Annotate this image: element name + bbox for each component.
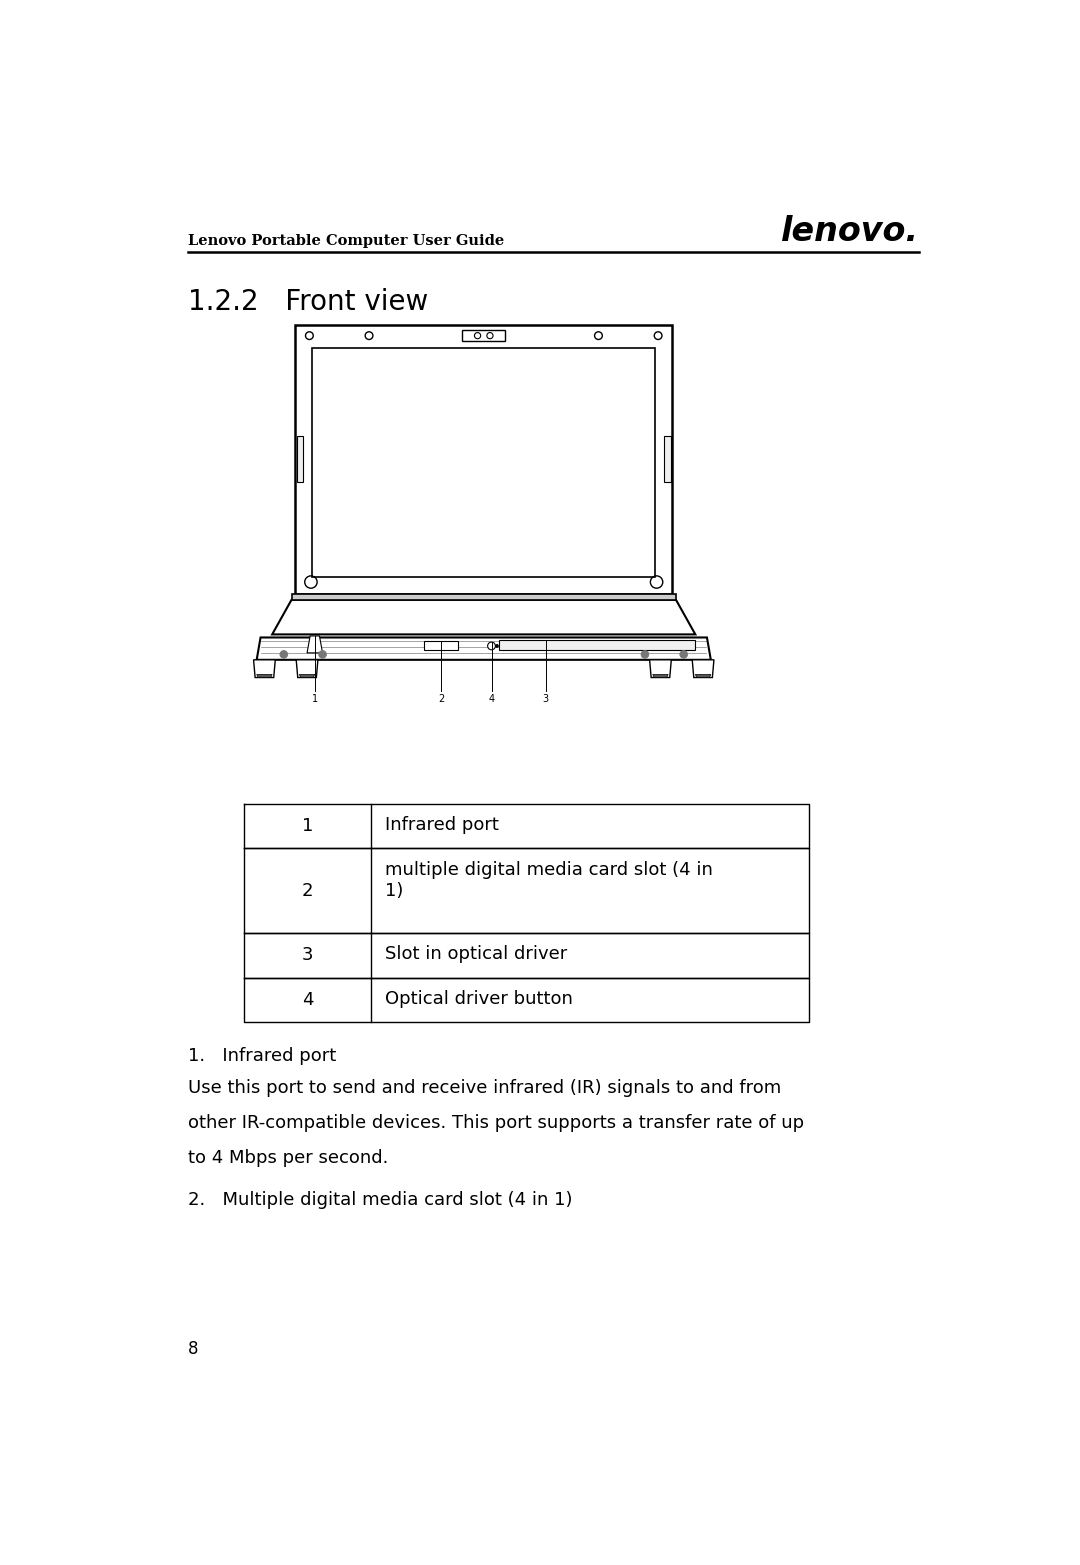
Polygon shape	[312, 347, 656, 576]
Polygon shape	[299, 675, 314, 678]
Polygon shape	[257, 637, 711, 660]
Polygon shape	[652, 675, 669, 678]
Text: 3: 3	[301, 947, 313, 964]
Text: other IR-compatible devices. This port supports a transfer rate of up: other IR-compatible devices. This port s…	[188, 1114, 804, 1131]
Text: 2.   Multiple digital media card slot (4 in 1): 2. Multiple digital media card slot (4 i…	[188, 1191, 572, 1210]
Polygon shape	[296, 660, 318, 678]
Polygon shape	[664, 435, 671, 482]
Circle shape	[679, 651, 688, 659]
Text: Slot in optical driver: Slot in optical driver	[386, 945, 568, 964]
Circle shape	[488, 642, 496, 649]
Circle shape	[319, 651, 326, 659]
Text: multiple digital media card slot (4 in
1): multiple digital media card slot (4 in 1…	[386, 861, 713, 900]
Text: 8: 8	[188, 1340, 199, 1358]
Polygon shape	[296, 326, 672, 593]
Polygon shape	[257, 675, 272, 678]
Polygon shape	[292, 593, 676, 599]
Text: 1.   Infrared port: 1. Infrared port	[188, 1047, 336, 1066]
Text: 4: 4	[301, 991, 313, 1009]
Text: 3: 3	[542, 695, 549, 704]
Polygon shape	[254, 660, 275, 678]
Polygon shape	[272, 599, 696, 634]
Polygon shape	[297, 435, 303, 482]
Text: Lenovo Portable Computer User Guide: Lenovo Portable Computer User Guide	[188, 233, 504, 247]
Text: lenovo.: lenovo.	[781, 214, 919, 247]
Polygon shape	[462, 330, 505, 341]
Polygon shape	[424, 640, 458, 649]
Text: to 4 Mbps per second.: to 4 Mbps per second.	[188, 1149, 388, 1167]
Circle shape	[280, 651, 287, 659]
Polygon shape	[499, 640, 696, 649]
Text: 2: 2	[438, 695, 444, 704]
Text: Infrared port: Infrared port	[386, 815, 499, 834]
Polygon shape	[307, 635, 323, 653]
Text: Optical driver button: Optical driver button	[386, 991, 573, 1008]
Text: 1: 1	[301, 817, 313, 836]
Text: Use this port to send and receive infrared (IR) signals to and from: Use this port to send and receive infrar…	[188, 1080, 781, 1097]
Polygon shape	[692, 660, 714, 678]
Polygon shape	[696, 675, 711, 678]
Text: 1.2.2   Front view: 1.2.2 Front view	[188, 288, 428, 316]
Text: 4: 4	[488, 695, 495, 704]
Text: 1: 1	[312, 695, 318, 704]
Circle shape	[642, 651, 649, 659]
Text: 2: 2	[301, 881, 313, 900]
Polygon shape	[649, 660, 672, 678]
Circle shape	[496, 645, 499, 648]
